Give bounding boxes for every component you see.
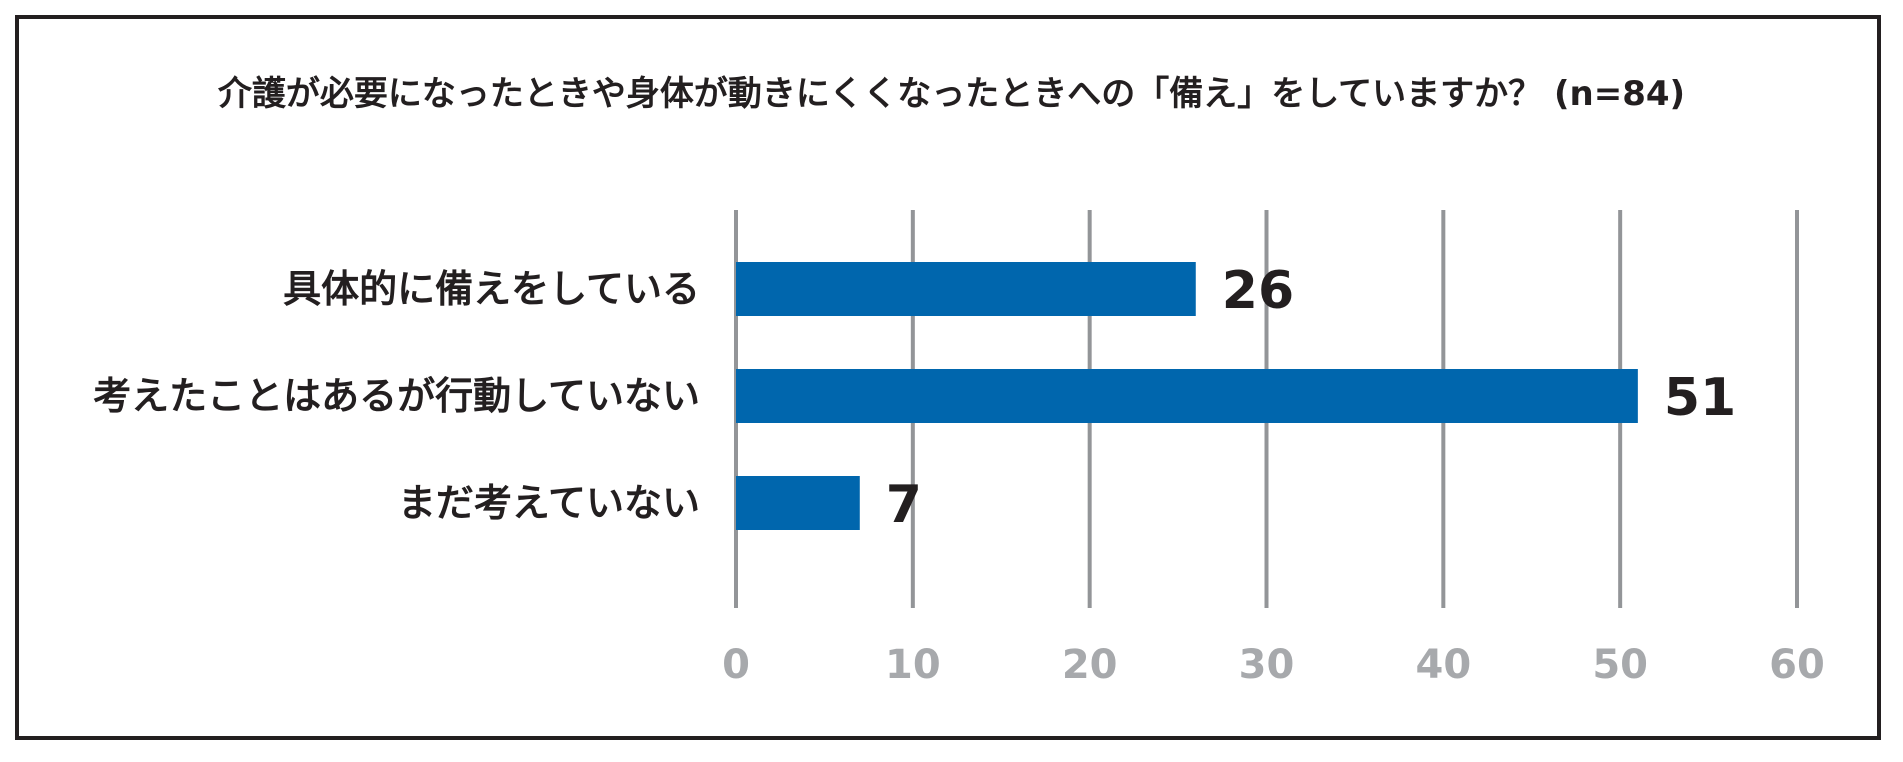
- value-label: 51: [1664, 368, 1736, 428]
- x-tick-label: 30: [1239, 642, 1295, 688]
- bar: [736, 476, 860, 530]
- bar: [736, 369, 1638, 423]
- x-tick-label: 40: [1415, 642, 1471, 688]
- value-label: 7: [886, 475, 922, 535]
- x-tick-label: 60: [1769, 642, 1825, 688]
- category-label: まだ考えていない: [398, 481, 700, 525]
- x-tick-label: 0: [722, 642, 750, 688]
- value-label: 26: [1222, 261, 1294, 321]
- category-label: 具体的に備えをしている: [283, 267, 700, 311]
- bar: [736, 262, 1196, 316]
- x-tick-label: 20: [1062, 642, 1118, 688]
- x-tick-label: 10: [885, 642, 941, 688]
- x-tick-label: 50: [1592, 642, 1648, 688]
- chart-title: 介護が必要になったときや身体が動きにくくなったときへの「備え」をしていますか？ …: [217, 74, 1686, 114]
- category-label: 考えたことはあるが行動していない: [93, 374, 700, 418]
- value-labels: 26 51 7: [886, 261, 1736, 535]
- x-axis-ticks: 0 10 20 30 40 50 60: [722, 642, 1825, 688]
- bars: [736, 262, 1638, 530]
